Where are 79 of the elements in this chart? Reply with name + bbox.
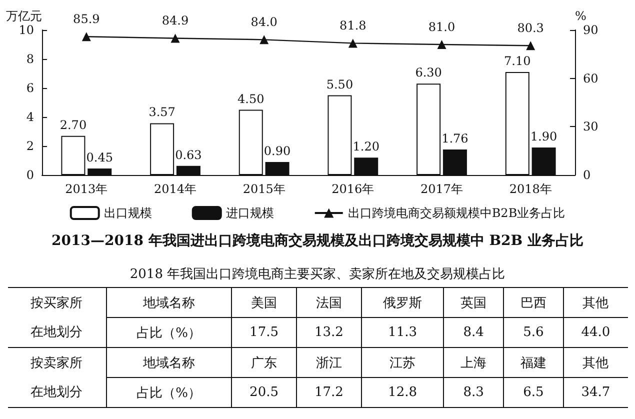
data-label: 81.8 [340, 18, 366, 33]
text: 美国 [232, 288, 296, 318]
text: 2018 年我国出口跨境电商主要买家、卖家所在地及交易规模占比 [128, 266, 506, 283]
point [348, 38, 358, 48]
text: 44.0 [563, 318, 628, 348]
text: 6.5 [503, 378, 564, 408]
data-label: 81.0 [428, 20, 456, 34]
text: 17.2 [296, 378, 362, 408]
data-label: 7.10 [504, 54, 531, 68]
text: 按卖家所 [8, 348, 106, 378]
x-tick-label: 2018年 [509, 182, 552, 196]
text: 12.8 [361, 378, 444, 408]
text: 其他 [563, 348, 628, 378]
text: 浙江 [296, 348, 362, 378]
text: 地域名称 [106, 348, 232, 378]
x-tick-label: 2014年 [154, 182, 197, 196]
y-tick-label: 0 [26, 168, 34, 182]
y2-tick-label: 90 [583, 23, 598, 37]
y-tick-label: 2 [26, 139, 34, 153]
data-label: 84.9 [162, 14, 189, 28]
text: 8.4 [444, 318, 504, 348]
text: 在地划分 [8, 378, 106, 408]
data-label: 3.57 [148, 105, 176, 120]
y-tick-label: 6 [26, 81, 34, 95]
data-label: 0.45 [86, 150, 113, 164]
text: 20.5 [232, 378, 296, 408]
legend-label: 出口跨境电商交易额规模中B2B业务占比 [348, 206, 566, 220]
x-tick-label: 2016年 [332, 182, 374, 196]
text: 17.5 [232, 318, 296, 348]
y2-axis-title: % [575, 9, 586, 23]
point [170, 34, 180, 43]
text: 江苏 [361, 348, 444, 378]
y-tick-label: 8 [26, 52, 34, 66]
data-label: 0.90 [264, 144, 291, 158]
y-axis-title: 万亿元 [6, 9, 42, 23]
data-label: 0.63 [175, 148, 202, 162]
text: 11.3 [361, 318, 444, 348]
y2-tick-label: 60 [583, 71, 598, 86]
data-label: 2.70 [60, 118, 87, 132]
text: 5.6 [503, 318, 564, 348]
data-label: 80.3 [517, 21, 544, 36]
point [260, 35, 269, 44]
x-tick-label: 2015年 [242, 182, 286, 196]
y2-tick-label: 30 [583, 120, 598, 134]
text: 13.2 [296, 318, 362, 348]
text: 占比（%） [106, 378, 232, 408]
data-label: 1.20 [352, 140, 380, 154]
data-label: 1.76 [442, 131, 468, 146]
y-tick-label: 4 [26, 110, 34, 124]
y2-tick-label: 0 [583, 168, 591, 182]
data-label: 6.30 [415, 66, 442, 80]
data-label: 5.50 [326, 77, 354, 92]
text: 其他 [563, 288, 628, 318]
point [82, 32, 91, 42]
y-tick-label: 10 [18, 23, 34, 37]
text: 占比（%） [106, 318, 232, 348]
text: 8.3 [444, 378, 504, 408]
text: 英国 [444, 288, 504, 318]
legend-label: 出口规模 [104, 206, 152, 220]
text: 广东 [232, 348, 296, 378]
data-label: 85.9 [73, 12, 100, 26]
text: 34.7 [563, 378, 628, 408]
text: 地域名称 [106, 288, 232, 318]
text: 2013—2018 年我国进出口跨境电商交易规模及出口跨境交易规模中 B2B 业务占比 [52, 232, 584, 249]
text: 巴西 [503, 288, 564, 318]
text: 福建 [503, 348, 564, 378]
text: 上海 [444, 348, 504, 378]
x-tick-label: 2017年 [420, 182, 464, 196]
x-tick-label: 2013年 [65, 182, 108, 196]
text: 在地划分 [30, 324, 84, 342]
text: 法国 [296, 288, 362, 318]
text: 按买家所 [8, 288, 106, 318]
point [437, 40, 446, 49]
point [526, 41, 536, 50]
legend-label: 进口规模 [226, 206, 274, 220]
text: 俄罗斯 [361, 288, 444, 318]
data-label: 84.0 [250, 15, 278, 30]
data-label: 4.50 [238, 92, 264, 106]
data-label: 1.90 [530, 129, 558, 144]
